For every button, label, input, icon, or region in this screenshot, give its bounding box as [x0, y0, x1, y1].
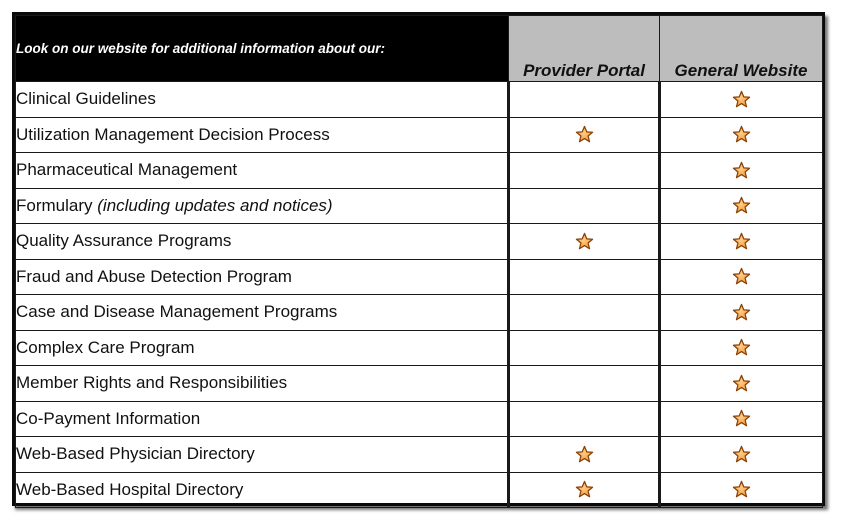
- table-row: Member Rights and Responsibilities: [15, 365, 823, 402]
- row-label: Utilization Management Decision Process: [15, 116, 509, 153]
- provider-portal-cell: [507, 116, 660, 153]
- row-label: Formulary (including updates and notices…: [15, 187, 509, 224]
- star-icon: [732, 445, 751, 463]
- row-label-note: (including updates and notices): [97, 195, 333, 215]
- star-icon: [732, 374, 751, 392]
- star-icon: [732, 410, 751, 427]
- general-website-cell: [658, 152, 823, 189]
- row-label: Complex Care Program: [15, 329, 509, 366]
- general-website-cell: [658, 329, 823, 366]
- general-website-column-header: General Website: [659, 15, 823, 82]
- provider-portal-column-header: Provider Portal: [508, 15, 660, 82]
- general-website-cell: [658, 436, 823, 473]
- general-website-cell: [658, 400, 823, 437]
- row-label-text: Fraud and Abuse Detection Program: [16, 266, 292, 286]
- star-icon: [732, 339, 751, 356]
- provider-portal-cell: [507, 400, 660, 437]
- provider-portal-cell: [507, 187, 660, 224]
- general-website-cell: [658, 187, 823, 224]
- row-label-text: Complex Care Program: [16, 337, 195, 357]
- provider-portal-cell: [507, 258, 660, 295]
- row-label-text: Web-Based Hospital Directory: [16, 479, 244, 499]
- general-website-cell: [658, 116, 823, 153]
- table-row: Case and Disease Management Programs: [15, 294, 823, 331]
- table-intro-header: Look on our website for additional infor…: [15, 15, 509, 82]
- row-label: Pharmaceutical Management: [15, 152, 509, 189]
- provider-portal-cell: [507, 294, 660, 331]
- general-website-cell: [658, 223, 823, 260]
- availability-table: Look on our website for additional infor…: [15, 15, 823, 508]
- star-icon: [732, 197, 751, 214]
- provider-portal-cell: [507, 365, 660, 402]
- table-row: Co-Payment Information: [15, 400, 823, 437]
- table-row: Fraud and Abuse Detection Program: [15, 258, 823, 295]
- provider-portal-cell: [507, 436, 660, 473]
- star-icon: [732, 232, 751, 250]
- row-label-text: Pharmaceutical Management: [16, 160, 238, 180]
- row-label-text: Web-Based Physician Directory: [16, 444, 255, 464]
- table-row: Clinical Guidelines: [15, 81, 823, 118]
- row-label-text: Utilization Management Decision Process: [16, 124, 330, 144]
- row-label-text: Formulary: [16, 195, 93, 215]
- provider-portal-cell: [507, 471, 660, 508]
- row-label: Fraud and Abuse Detection Program: [15, 258, 509, 295]
- table-row: Web-Based Physician Directory: [15, 436, 823, 473]
- table-row: Complex Care Program: [15, 329, 823, 366]
- star-icon: [732, 161, 751, 179]
- row-label: Web-Based Physician Directory: [15, 436, 509, 473]
- general-website-cell: [658, 365, 823, 402]
- star-icon: [732, 303, 751, 321]
- row-label: Member Rights and Responsibilities: [15, 365, 509, 402]
- star-icon: [575, 126, 593, 143]
- star-icon: [732, 481, 751, 498]
- provider-portal-cell: [507, 329, 660, 366]
- row-label-text: Case and Disease Management Programs: [16, 302, 338, 322]
- table-row: Web-Based Hospital Directory: [15, 471, 823, 508]
- provider-portal-cell: [507, 223, 660, 260]
- table-row: Pharmaceutical Management: [15, 152, 823, 189]
- general-website-cell: [658, 81, 823, 118]
- row-label-text: Co-Payment Information: [16, 408, 201, 428]
- star-icon: [732, 268, 751, 285]
- table-header-row: Look on our website for additional infor…: [15, 15, 823, 82]
- provider-portal-cell: [507, 152, 660, 189]
- table-body: Clinical Guidelines Utilization Managemen…: [15, 81, 823, 508]
- star-icon: [575, 232, 593, 250]
- row-label: Co-Payment Information: [15, 400, 509, 437]
- table-row: Utilization Management Decision Process: [15, 116, 823, 153]
- row-label: Web-Based Hospital Directory: [15, 471, 509, 508]
- table-row: Quality Assurance Programs: [15, 223, 823, 260]
- provider-portal-cell: [507, 81, 660, 118]
- row-label: Clinical Guidelines: [15, 81, 509, 118]
- row-label-text: Clinical Guidelines: [16, 89, 156, 109]
- star-icon: [732, 90, 751, 108]
- general-website-cell: [658, 294, 823, 331]
- row-label: Case and Disease Management Programs: [15, 294, 509, 331]
- star-icon: [575, 445, 593, 463]
- row-label: Quality Assurance Programs: [15, 223, 509, 260]
- general-website-cell: [658, 258, 823, 295]
- row-label-text: Quality Assurance Programs: [16, 231, 232, 251]
- availability-table-frame: Look on our website for additional infor…: [12, 12, 825, 508]
- general-website-cell: [658, 471, 823, 508]
- star-icon: [575, 481, 593, 498]
- table-row: Formulary (including updates and notices…: [15, 187, 823, 224]
- star-icon: [732, 126, 751, 143]
- row-label-text: Member Rights and Responsibilities: [16, 373, 288, 393]
